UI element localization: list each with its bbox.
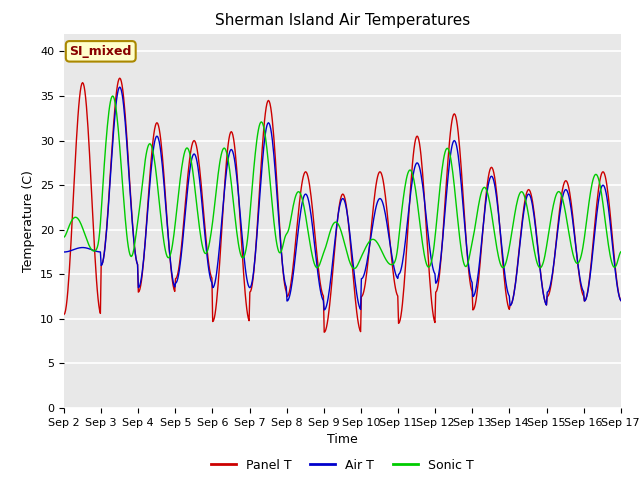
- Air T: [70, 247, 78, 252]
- Y-axis label: Temperature (C): Temperature (C): [22, 170, 35, 272]
- Sonic T: [109, 93, 116, 99]
- Panel T: [70, 180, 78, 186]
- Panel T: [412, 136, 419, 142]
- Sonic T: [70, 215, 78, 221]
- Sonic T: [412, 187, 419, 193]
- X-axis label: Time: Time: [327, 433, 358, 446]
- Sonic T: [128, 252, 136, 258]
- Panel T: [185, 165, 193, 170]
- Panel T: [428, 301, 436, 307]
- Sonic T: [351, 265, 358, 271]
- Air T: [116, 84, 124, 90]
- Panel T: [128, 216, 136, 221]
- Sonic T: [214, 171, 222, 177]
- Sonic T: [617, 249, 625, 255]
- Panel T: [116, 75, 124, 81]
- Air T: [412, 162, 419, 168]
- Sonic T: [60, 234, 68, 240]
- Line: Sonic T: Sonic T: [64, 96, 621, 268]
- Air T: [428, 260, 436, 265]
- Line: Panel T: Panel T: [64, 78, 621, 332]
- Line: Air T: Air T: [64, 87, 621, 310]
- Legend: Panel T, Air T, Sonic T: Panel T, Air T, Sonic T: [206, 454, 479, 477]
- Air T: [185, 176, 193, 182]
- Air T: [60, 249, 68, 255]
- Text: SI_mixed: SI_mixed: [70, 45, 132, 58]
- Panel T: [214, 281, 222, 287]
- Sonic T: [185, 147, 193, 153]
- Panel T: [321, 329, 328, 335]
- Air T: [321, 307, 328, 313]
- Panel T: [60, 312, 68, 317]
- Title: Sherman Island Air Temperatures: Sherman Island Air Temperatures: [215, 13, 470, 28]
- Sonic T: [428, 257, 436, 263]
- Air T: [128, 218, 136, 224]
- Panel T: [617, 298, 625, 303]
- Air T: [214, 258, 222, 264]
- Air T: [617, 298, 625, 303]
